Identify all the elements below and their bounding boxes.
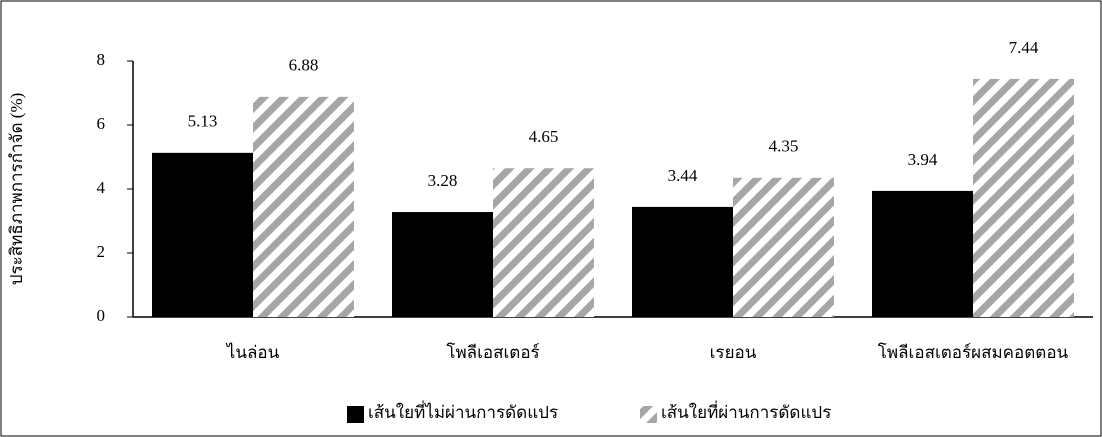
data-label: 7.44 [1009,38,1039,57]
bar [493,168,594,317]
legend-label: เส้นใยที่ผ่านการดัดแปร [661,400,831,422]
data-label: 4.35 [769,137,799,156]
legend-swatch [640,406,657,423]
data-label: 3.44 [668,166,698,185]
y-axis-title: ประสิทธิภาพการกำจัด (%) [7,93,26,286]
x-tick-label: โพลีเอสเตอร์ผสมคอตตอน [878,342,1069,362]
legend-swatch [347,406,364,423]
bar [973,78,1074,317]
bar [392,212,493,317]
data-label: 6.88 [289,56,319,75]
x-tick-label: เรยอน [710,343,757,362]
y-tick-label: 2 [97,242,106,261]
y-tick-label: 4 [97,178,106,197]
y-tick-label: 8 [97,50,106,69]
data-label: 4.65 [529,127,559,146]
x-tick-label: ไนล่อน [225,342,280,362]
data-label: 5.13 [188,112,218,131]
bar [253,96,354,317]
bar [872,190,973,317]
legend-label: เส้นใยที่ไม่ผ่านการดัดแปร [368,400,558,422]
bar [152,152,253,317]
data-label: 3.28 [428,171,458,190]
bar [632,206,733,317]
y-tick-label: 6 [97,114,106,133]
x-tick-label: โพลีเอสเตอร์ [446,342,539,362]
y-tick-label: 0 [97,306,106,325]
bar [733,177,834,317]
data-label: 3.94 [908,150,938,169]
